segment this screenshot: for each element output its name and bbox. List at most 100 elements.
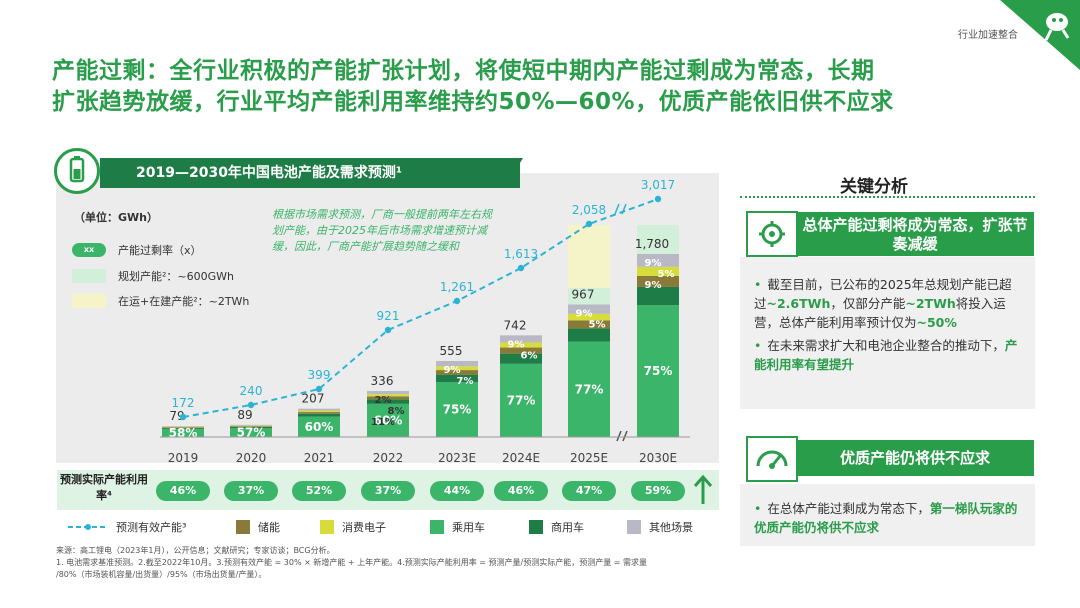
operating-swatch [72, 294, 106, 308]
legend-other-label: 其他场景 [649, 521, 693, 534]
forecast-label-2021: 399 [308, 368, 331, 382]
bullet-emphasis: ~50% [916, 315, 957, 330]
bar-share-label-2021: 60% [305, 420, 334, 434]
segment-label-2025E-1: 5% [589, 320, 606, 331]
bar-total-label-2022: 336 [371, 374, 394, 388]
segment-label-2024E-1: 6% [521, 350, 538, 361]
segment-label-2023E-1: 7% [457, 376, 474, 387]
bar-passenger-2024E [500, 363, 542, 437]
bar-consumer-2019 [162, 426, 204, 428]
bar-passenger-2025E [568, 341, 610, 437]
bar-commercial-2024E [500, 353, 542, 364]
legend-consumer: 消费电子 [320, 519, 386, 535]
bar-commercial-2030E [637, 286, 679, 306]
legend-forecast-label: 预测有效产能³ [116, 521, 187, 534]
bar-storage-2021 [298, 412, 340, 414]
section-tag: 行业加速整合 [958, 30, 1018, 41]
bullet-3: • 在总体产能过剩成为常态下，第一梯队玩家的优质产能仍将供不应求 [754, 499, 1024, 537]
analysis-bullets-1: • 截至目前，已公布的2025年总规划产能已超过~2.6TWh，仅部分产能~2TW… [754, 275, 1024, 374]
forecast-point-2025E [585, 220, 593, 228]
segment-label-2030E-0: 9% [645, 258, 662, 269]
footnote-line-2: 1. 电池需求基准预测。2.截至2022年10月。3.预测有效产能 = 30% … [56, 558, 648, 567]
bullet-text: 在未来需求扩大和电池企业整合的推动下， [767, 338, 1005, 353]
planned-swatch [72, 269, 106, 283]
x-tick-2019: 2019 [168, 451, 199, 465]
utilization-pill-2030E: 59% [631, 481, 685, 501]
bar-commercial-2023E [436, 374, 478, 383]
bar-share-label-2023E: 75% [443, 403, 472, 417]
segment-label-2030E-2: 9% [645, 280, 662, 291]
bar-consumer-2020 [230, 425, 272, 427]
bullet-dot: • [754, 501, 762, 516]
bar-share-label-2019: 58% [169, 426, 198, 440]
utilization-pill-2023E: 44% [430, 481, 484, 501]
bar-other-2020 [230, 424, 272, 426]
segment-label-2022-2: 11% [371, 417, 395, 428]
legend-storage-label: 储能 [258, 521, 280, 534]
bar-storage-2023E [436, 370, 478, 375]
bar-other-2022 [367, 390, 409, 395]
bar-consumer-2024E [500, 342, 542, 348]
forecast-point-2030E [654, 195, 662, 203]
bar-storage-2030E [637, 275, 679, 287]
bar-other-2025E [568, 304, 610, 314]
x-tick-2021: 2021 [304, 451, 335, 465]
forecast-label-2024E: 1,613 [504, 247, 538, 261]
forecast-point-2019 [179, 413, 187, 421]
corner-mascot-icon [1000, 0, 1080, 70]
bar-consumer-2022 [367, 394, 409, 397]
bar-total-label-2023E: 555 [440, 344, 463, 358]
bar-other-2024E [500, 335, 542, 343]
bar-other-2030E [637, 254, 679, 267]
banner-notch [505, 158, 523, 188]
forecast-point-2024E [517, 264, 525, 272]
utilization-pill-2022: 37% [361, 481, 415, 501]
speedometer-icon [746, 436, 798, 482]
forecast-point-2023E [453, 297, 461, 305]
segment-label-2025E-0: 9% [576, 309, 593, 320]
bar-consumer-2023E [436, 366, 478, 371]
bullet-emphasis: 产能利用率有望提升 [754, 338, 1018, 372]
bar-total-label-2025E: 967 [572, 288, 595, 302]
utilization-pill-2019: 46% [156, 481, 210, 501]
bar-total-label-2020: 89 [237, 408, 252, 422]
bar-passenger-2019 [162, 429, 204, 437]
bullet-2: • 在未来需求扩大和电池企业整合的推动下，产能利用率有望提升 [754, 336, 1024, 374]
line-break-mark [614, 203, 627, 215]
x-tick-2030E: 2030E [639, 451, 677, 465]
bar-share-label-2024E: 77% [507, 393, 536, 407]
legend-commercial-label: 商用车 [551, 521, 584, 534]
utilization-pill-2020: 37% [224, 481, 278, 501]
bullet-text: 在总体产能过剩成为常态下， [767, 501, 930, 516]
bar-passenger-2022 [367, 403, 409, 437]
analysis-box-1 [740, 257, 1035, 409]
capacity-chart: 58% 79 2019 57% 89 2020 60% 207 2021 60% 336 2022 2%… [160, 178, 690, 465]
legend-planned-label: 规划产能²：~600GWh [118, 270, 234, 283]
bar-passenger-2020 [230, 428, 272, 437]
planned-overlay-2030 [637, 225, 679, 255]
bar-commercial-2025E [568, 328, 610, 342]
unit-label: （单位：GWh） [74, 211, 158, 224]
bar-passenger-2023E [436, 382, 478, 437]
segment-label-2022-1: 8% [388, 406, 405, 417]
page-title: 产能过剩：全行业积极的产能扩张计划，将使短中期内产能过剩成为常态，长期 扩张趋势… [52, 56, 1012, 118]
bar-consumer-2025E [568, 313, 610, 321]
bar-total-label-2019: 79 [169, 409, 184, 423]
legend-passenger-label: 乘用车 [452, 521, 485, 534]
bar-consumer-2021 [298, 410, 340, 413]
bar-total-label-2030E: 1,780 [635, 237, 669, 251]
segment-label-2024E-0: 9% [508, 339, 525, 350]
bar-storage-2025E [568, 320, 610, 329]
analysis-header-1: 总体产能过剩将成为常态，扩张节奏减缓 [796, 212, 1034, 256]
bullet-emphasis: ~2TWh [905, 296, 956, 311]
forecast-point-2022 [384, 326, 392, 334]
x-tick-2022: 2022 [373, 451, 404, 465]
legend-surplus-label: 产能过剩率（x） [118, 244, 202, 257]
bullet-dot: • [754, 277, 762, 292]
x-tick-2025E: 2025E [570, 451, 608, 465]
utilization-label: 预测实际产能利用率⁴ [60, 473, 148, 502]
legend-passenger: 乘用车 [430, 519, 485, 535]
bullet-emphasis: ~2.6TWh [766, 296, 831, 311]
bar-other-2023E [436, 360, 478, 367]
legend-consumer-label: 消费电子 [342, 521, 386, 534]
